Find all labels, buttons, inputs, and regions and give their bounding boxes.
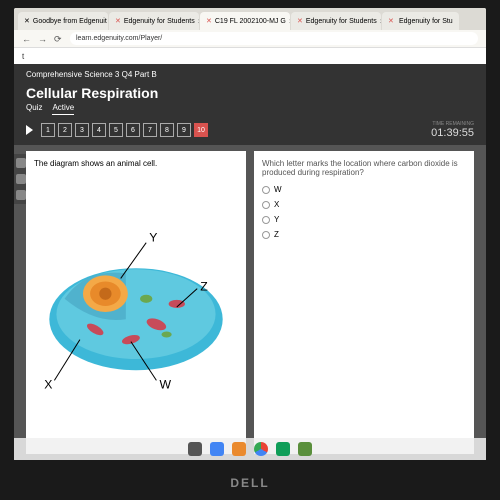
browser-tab-active[interactable]: ✕C19 FL 2002100-MJ G×: [200, 12, 290, 30]
close-icon[interactable]: ×: [198, 17, 199, 26]
url-input[interactable]: learn.edgenuity.com/Player/: [70, 32, 478, 45]
radio-icon: [262, 231, 270, 239]
answer-option[interactable]: Z: [262, 230, 466, 239]
close-icon[interactable]: ×: [289, 17, 290, 26]
tab-active[interactable]: Active: [52, 103, 74, 115]
browser-tabs: ✕Goodbye from Edgenuit× ✕Edgenuity for S…: [14, 8, 486, 30]
diagram-caption: The diagram shows an animal cell.: [34, 159, 238, 168]
taskbar-icon[interactable]: [188, 442, 202, 456]
question-progress: 12345678910 TIME REMAINING 01:39:55: [26, 121, 474, 139]
page-title: t: [22, 52, 24, 61]
cell-diagram: Y Z W X: [34, 172, 238, 446]
tab-favicon: ✕: [388, 17, 396, 25]
tab-quiz[interactable]: Quiz: [26, 103, 42, 115]
question-box[interactable]: 10: [194, 123, 208, 137]
label-z: Z: [200, 280, 208, 294]
question-box[interactable]: 2: [58, 123, 72, 137]
quiz-title: Cellular Respiration: [26, 85, 474, 101]
question-box[interactable]: 6: [126, 123, 140, 137]
close-icon[interactable]: ×: [380, 17, 381, 26]
question-box[interactable]: 1: [41, 123, 55, 137]
tab-label: Edgenuity for Students: [124, 18, 195, 25]
answer-option[interactable]: Y: [262, 215, 466, 224]
label-y: Y: [149, 231, 157, 245]
question-box[interactable]: 7: [143, 123, 157, 137]
option-label: W: [274, 185, 282, 194]
play-icon[interactable]: [26, 125, 33, 135]
forward-button[interactable]: →: [38, 34, 48, 44]
diagram-panel: The diagram shows an animal cell.: [26, 151, 246, 454]
brand-logo: DELL: [230, 476, 269, 490]
tab-favicon: ✕: [206, 17, 212, 25]
radio-icon: [262, 186, 270, 194]
question-box[interactable]: 9: [177, 123, 191, 137]
question-text: Which letter marks the location where ca…: [262, 159, 466, 177]
url-text: learn.edgenuity.com/Player/: [76, 35, 162, 42]
tool-icon[interactable]: [16, 158, 26, 168]
radio-icon: [262, 201, 270, 209]
browser-tab[interactable]: ✕Edgenuity for Stu: [382, 12, 459, 30]
tab-label: Goodbye from Edgenuit: [33, 18, 107, 25]
reload-button[interactable]: ⟳: [54, 34, 64, 44]
question-box[interactable]: 5: [109, 123, 123, 137]
answer-option[interactable]: X: [262, 200, 466, 209]
question-panel: Which letter marks the location where ca…: [254, 151, 474, 454]
answer-option[interactable]: W: [262, 185, 466, 194]
question-box[interactable]: 4: [92, 123, 106, 137]
option-label: Z: [274, 230, 279, 239]
tab-label: C19 FL 2002100-MJ G: [215, 18, 286, 25]
browser-tab[interactable]: ✕Goodbye from Edgenuit×: [18, 12, 108, 30]
taskbar-icon[interactable]: [298, 442, 312, 456]
tab-label: Edgenuity for Stu: [399, 18, 453, 25]
quiz-header: Comprehensive Science 3 Q4 Part B Cellul…: [14, 64, 486, 145]
browser-tab[interactable]: ✕Edgenuity for Students×: [291, 12, 381, 30]
option-label: X: [274, 200, 279, 209]
tab-favicon: ✕: [24, 17, 30, 25]
timer-value: 01:39:55: [431, 127, 474, 139]
tab-label: Edgenuity for Students: [306, 18, 377, 25]
breadcrumb: Comprehensive Science 3 Q4 Part B: [26, 70, 474, 79]
page-header: t: [14, 48, 486, 64]
taskbar-icon[interactable]: [210, 442, 224, 456]
tool-icon[interactable]: [16, 174, 26, 184]
question-box[interactable]: 3: [75, 123, 89, 137]
taskbar-icon[interactable]: [276, 442, 290, 456]
address-bar: ← → ⟳ learn.edgenuity.com/Player/: [14, 30, 486, 48]
chrome-icon[interactable]: [254, 442, 268, 456]
back-button[interactable]: ←: [22, 34, 32, 44]
option-label: Y: [274, 215, 279, 224]
browser-tab[interactable]: ✕Edgenuity for Students×: [109, 12, 199, 30]
tool-icon[interactable]: [16, 190, 26, 200]
question-box[interactable]: 8: [160, 123, 174, 137]
radio-icon: [262, 216, 270, 224]
label-x: X: [44, 378, 52, 392]
taskbar-icon[interactable]: [232, 442, 246, 456]
label-w: W: [159, 378, 171, 392]
content-area: The diagram shows an animal cell.: [14, 145, 486, 460]
quiz-tabs: Quiz Active: [26, 103, 474, 115]
tab-favicon: ✕: [297, 17, 303, 25]
taskbar: [14, 438, 486, 460]
tab-favicon: ✕: [115, 17, 121, 25]
